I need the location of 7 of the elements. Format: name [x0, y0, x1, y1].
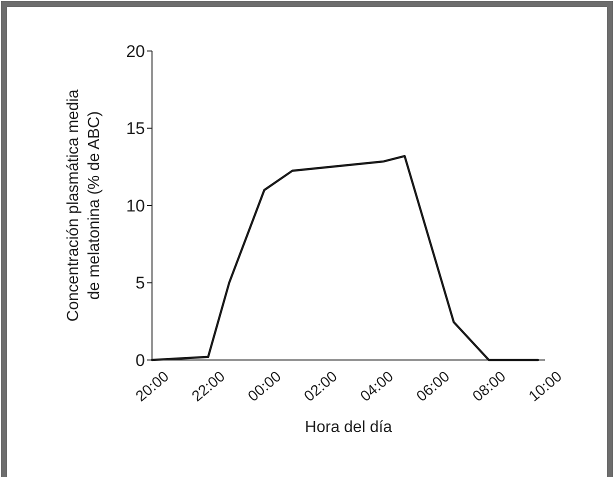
y-axis-title: Concentración plasmática media de melatonina (% de ABC) — [65, 89, 103, 322]
y-tick-label: 10 — [126, 196, 145, 216]
y-tick-label: 20 — [126, 42, 145, 61]
y-tick-label: 0 — [136, 350, 145, 370]
x-axis-title: Hora del día — [304, 419, 392, 436]
y-tick-label: 15 — [126, 119, 145, 138]
y-tick-label: 5 — [136, 274, 145, 293]
